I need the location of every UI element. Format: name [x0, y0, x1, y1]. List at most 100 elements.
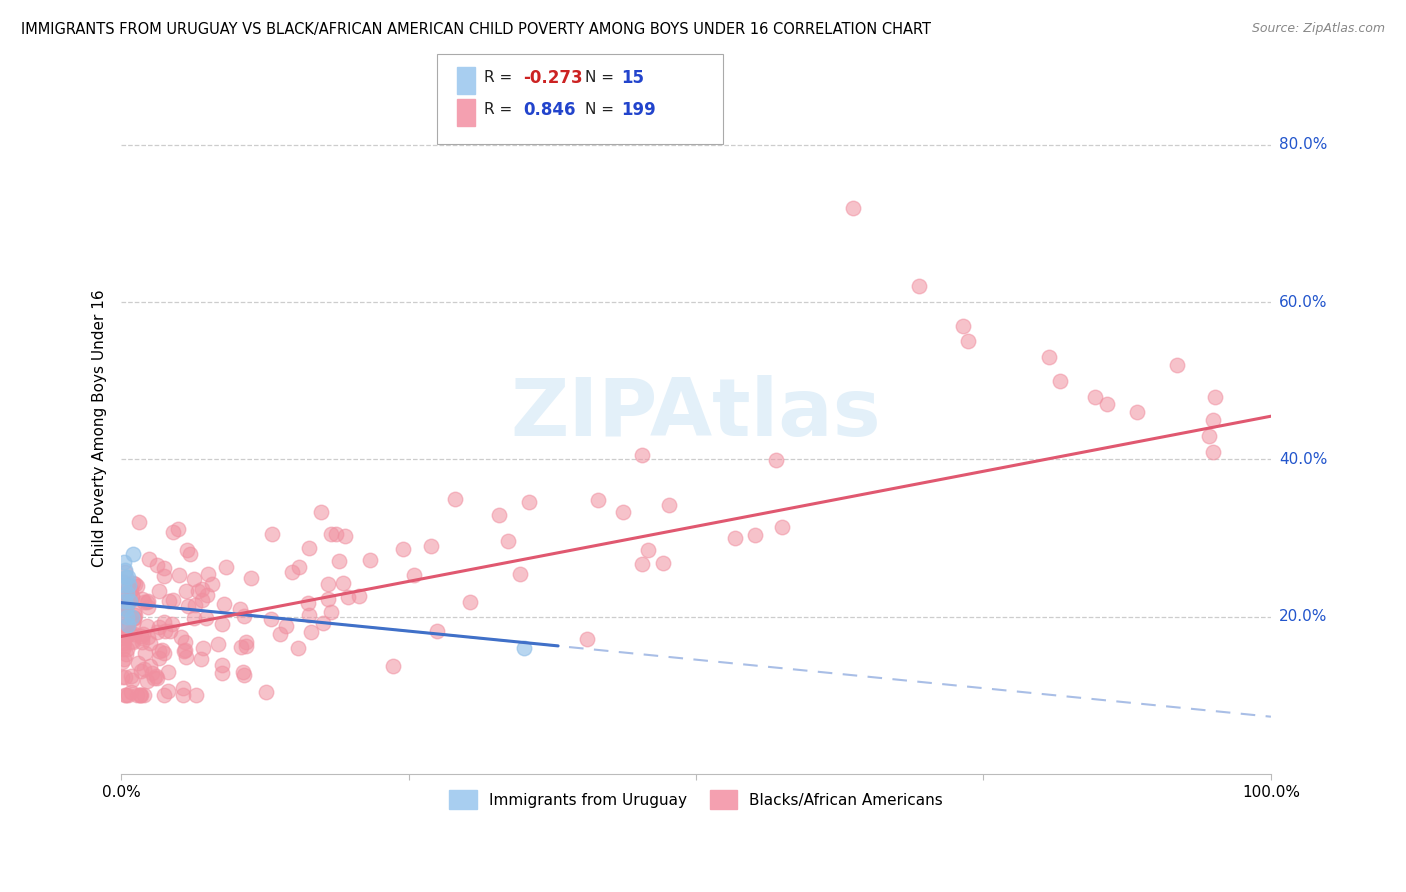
Point: [231, 640, 253, 654]
Point: [118, 578, 141, 592]
Point: [211, 665, 233, 680]
Point: [141, 665, 163, 680]
Point: [139, 658, 162, 673]
Point: [174, 643, 197, 657]
Text: -0.273: -0.273: [523, 69, 582, 87]
Point: [512, 641, 534, 656]
Point: [318, 592, 340, 607]
Point: [153, 568, 176, 582]
Point: [146, 558, 169, 573]
Point: [117, 621, 139, 635]
Point: [114, 647, 136, 661]
Point: [136, 619, 159, 633]
Point: [488, 508, 510, 522]
Point: [1084, 390, 1107, 404]
Point: [176, 542, 198, 557]
Point: [156, 684, 179, 698]
Point: [145, 669, 167, 683]
Point: [167, 522, 190, 536]
Point: [155, 624, 177, 639]
Point: [111, 670, 134, 684]
Point: [426, 624, 449, 639]
Point: [121, 634, 143, 648]
Point: [458, 594, 481, 608]
Point: [201, 577, 224, 591]
Point: [148, 650, 170, 665]
Point: [129, 689, 152, 703]
Text: N =: N =: [585, 70, 619, 85]
Point: [117, 689, 139, 703]
Y-axis label: Child Poverty Among Boys Under 16: Child Poverty Among Boys Under 16: [93, 289, 107, 566]
Point: [122, 605, 145, 619]
Point: [115, 586, 138, 600]
Point: [319, 605, 342, 619]
Point: [333, 528, 356, 542]
Point: [124, 607, 146, 622]
Point: [332, 576, 354, 591]
Point: [1202, 413, 1225, 427]
Point: [191, 592, 214, 607]
Point: [496, 533, 519, 548]
Point: [233, 609, 256, 624]
Point: [132, 662, 155, 676]
Point: [112, 601, 135, 615]
Point: [312, 615, 335, 630]
Point: [195, 611, 218, 625]
Point: [162, 593, 184, 607]
Point: [120, 582, 142, 597]
Point: [337, 591, 360, 605]
Point: [631, 557, 654, 571]
Point: [612, 506, 634, 520]
Point: [129, 629, 152, 643]
Point: [1049, 374, 1071, 388]
Point: [131, 592, 153, 607]
Point: [956, 334, 979, 349]
Point: [112, 636, 135, 650]
Point: [112, 632, 135, 646]
Point: [309, 505, 332, 519]
Point: [121, 547, 143, 561]
Point: [509, 567, 531, 582]
Point: [187, 583, 209, 598]
Point: [287, 641, 309, 656]
Point: [128, 689, 150, 703]
Point: [145, 671, 167, 685]
Point: [651, 557, 673, 571]
Point: [121, 576, 143, 591]
Point: [724, 531, 747, 545]
Point: [228, 601, 250, 615]
Point: [744, 528, 766, 542]
Point: [114, 563, 136, 577]
Point: [159, 624, 181, 638]
Point: [1125, 405, 1147, 419]
Point: [195, 588, 218, 602]
Text: R =: R =: [484, 103, 517, 117]
Text: 199: 199: [621, 101, 657, 119]
Point: [276, 619, 298, 633]
Point: [112, 578, 135, 592]
Point: [347, 589, 370, 603]
Point: [211, 617, 233, 632]
Point: [765, 453, 787, 467]
Point: [131, 631, 153, 645]
Text: 15: 15: [621, 69, 644, 87]
Point: [120, 594, 142, 608]
Point: [136, 630, 159, 644]
Point: [111, 574, 134, 589]
Point: [658, 499, 681, 513]
Point: [114, 606, 136, 620]
Point: [288, 559, 311, 574]
Text: ZIPAtlas: ZIPAtlas: [510, 376, 882, 453]
Point: [111, 591, 134, 606]
Point: [121, 673, 143, 687]
Point: [115, 590, 138, 604]
Point: [143, 671, 166, 685]
Point: [160, 616, 183, 631]
Point: [122, 611, 145, 625]
Point: [157, 594, 180, 608]
Point: [115, 642, 138, 657]
Point: [121, 634, 143, 648]
Point: [235, 639, 257, 653]
Point: [117, 581, 139, 595]
Point: [124, 611, 146, 625]
